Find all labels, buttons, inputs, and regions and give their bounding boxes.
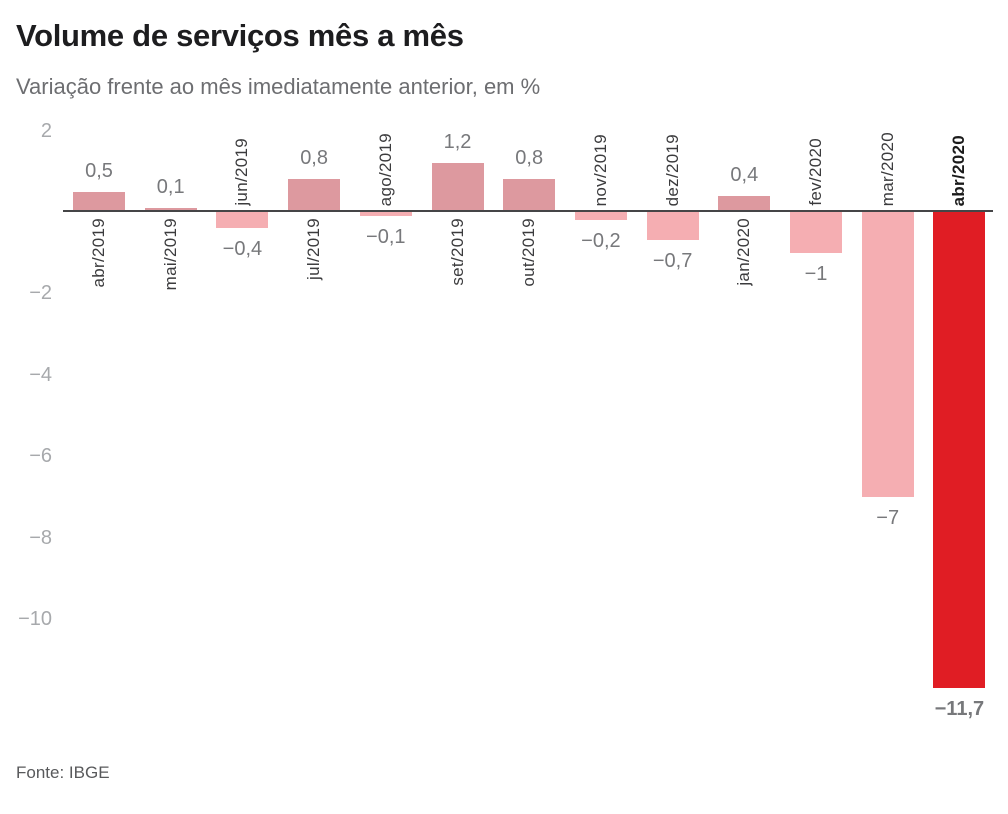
bar-month-label-mar-2020: mar/2020: [877, 131, 897, 206]
bar-value-label-nov-2019: −0,2: [581, 230, 621, 253]
y-axis-tick-label: −4: [29, 363, 52, 386]
bar-value-label-jun-2019: −0,4: [222, 238, 263, 261]
bar-out-2019: [503, 179, 556, 212]
y-axis-tick-label: −6: [29, 445, 52, 468]
bar-month-label-jul-2019: jul/2019: [304, 218, 324, 280]
bar-month-label-abr-2019: abr/2019: [89, 218, 108, 288]
bar-value-label-abr-2019: 0,5: [85, 159, 113, 182]
chart-title: Volume de serviços mês a mês: [16, 18, 464, 53]
bar-month-label-ago-2019: ago/2019: [375, 132, 395, 206]
bar-value-label-abr-2020: −11,7: [934, 698, 985, 721]
bar-month-label-nov-2019: nov/2019: [590, 133, 610, 206]
bar-abr-2020: [933, 212, 986, 689]
bar-abr-2019: [73, 191, 125, 212]
bar-jul-2019: [288, 179, 341, 212]
bar-value-label-jul-2019: 0,8: [300, 147, 328, 170]
bar-value-label-dez-2019: −0,7: [652, 250, 693, 273]
y-axis-tick-label: −10: [18, 608, 52, 630]
bar-month-label-jun-2019: jun/2019: [232, 138, 252, 206]
bar-value-label-out-2019: 0,8: [515, 147, 544, 170]
bar-month-label-set-2019: set/2019: [447, 218, 467, 286]
bar-mar-2020: [861, 212, 914, 497]
bar-mai-2019: [144, 207, 197, 212]
bar-value-label-fev-2020: −1: [804, 262, 828, 285]
bar-value-label-set-2019: 1,2: [443, 131, 472, 154]
bar-value-label-mai-2019: 0,1: [156, 175, 185, 198]
x-axis-line: [63, 210, 993, 212]
bar-month-label-dez-2019: dez/2019: [662, 133, 682, 206]
bar-month-label-jan-2020: jan/2020: [734, 218, 754, 286]
bar-set-2019: [431, 163, 484, 212]
bar-jun-2019: [216, 212, 269, 229]
bar-value-label-jan-2020: 0,4: [730, 163, 759, 186]
bar-jan-2020: [718, 195, 771, 212]
bar-value-label-ago-2019: −0,1: [366, 226, 406, 249]
chart-subtitle: Variação frente ao mês imediatamente ant…: [16, 74, 541, 99]
bar-month-label-mai-2019: mai/2019: [160, 218, 180, 291]
source-note: Fonte: IBGE: [16, 763, 110, 782]
bar-nov-2019: [574, 212, 627, 221]
bar-month-label-abr-2020: abr/2020: [949, 134, 969, 206]
y-axis-tick-label: −8: [29, 526, 52, 549]
y-axis-tick-label: 2: [40, 119, 52, 142]
bar-ago-2019: [359, 212, 412, 217]
bar-fev-2020: [790, 212, 842, 253]
bar-value-label-mar-2020: −7: [876, 506, 900, 529]
bar-dez-2019: [646, 212, 699, 241]
bar-month-label-out-2019: out/2019: [519, 218, 539, 287]
y-axis-tick-label: −2: [29, 282, 52, 305]
bar-month-label-fev-2020: fev/2020: [806, 138, 825, 206]
